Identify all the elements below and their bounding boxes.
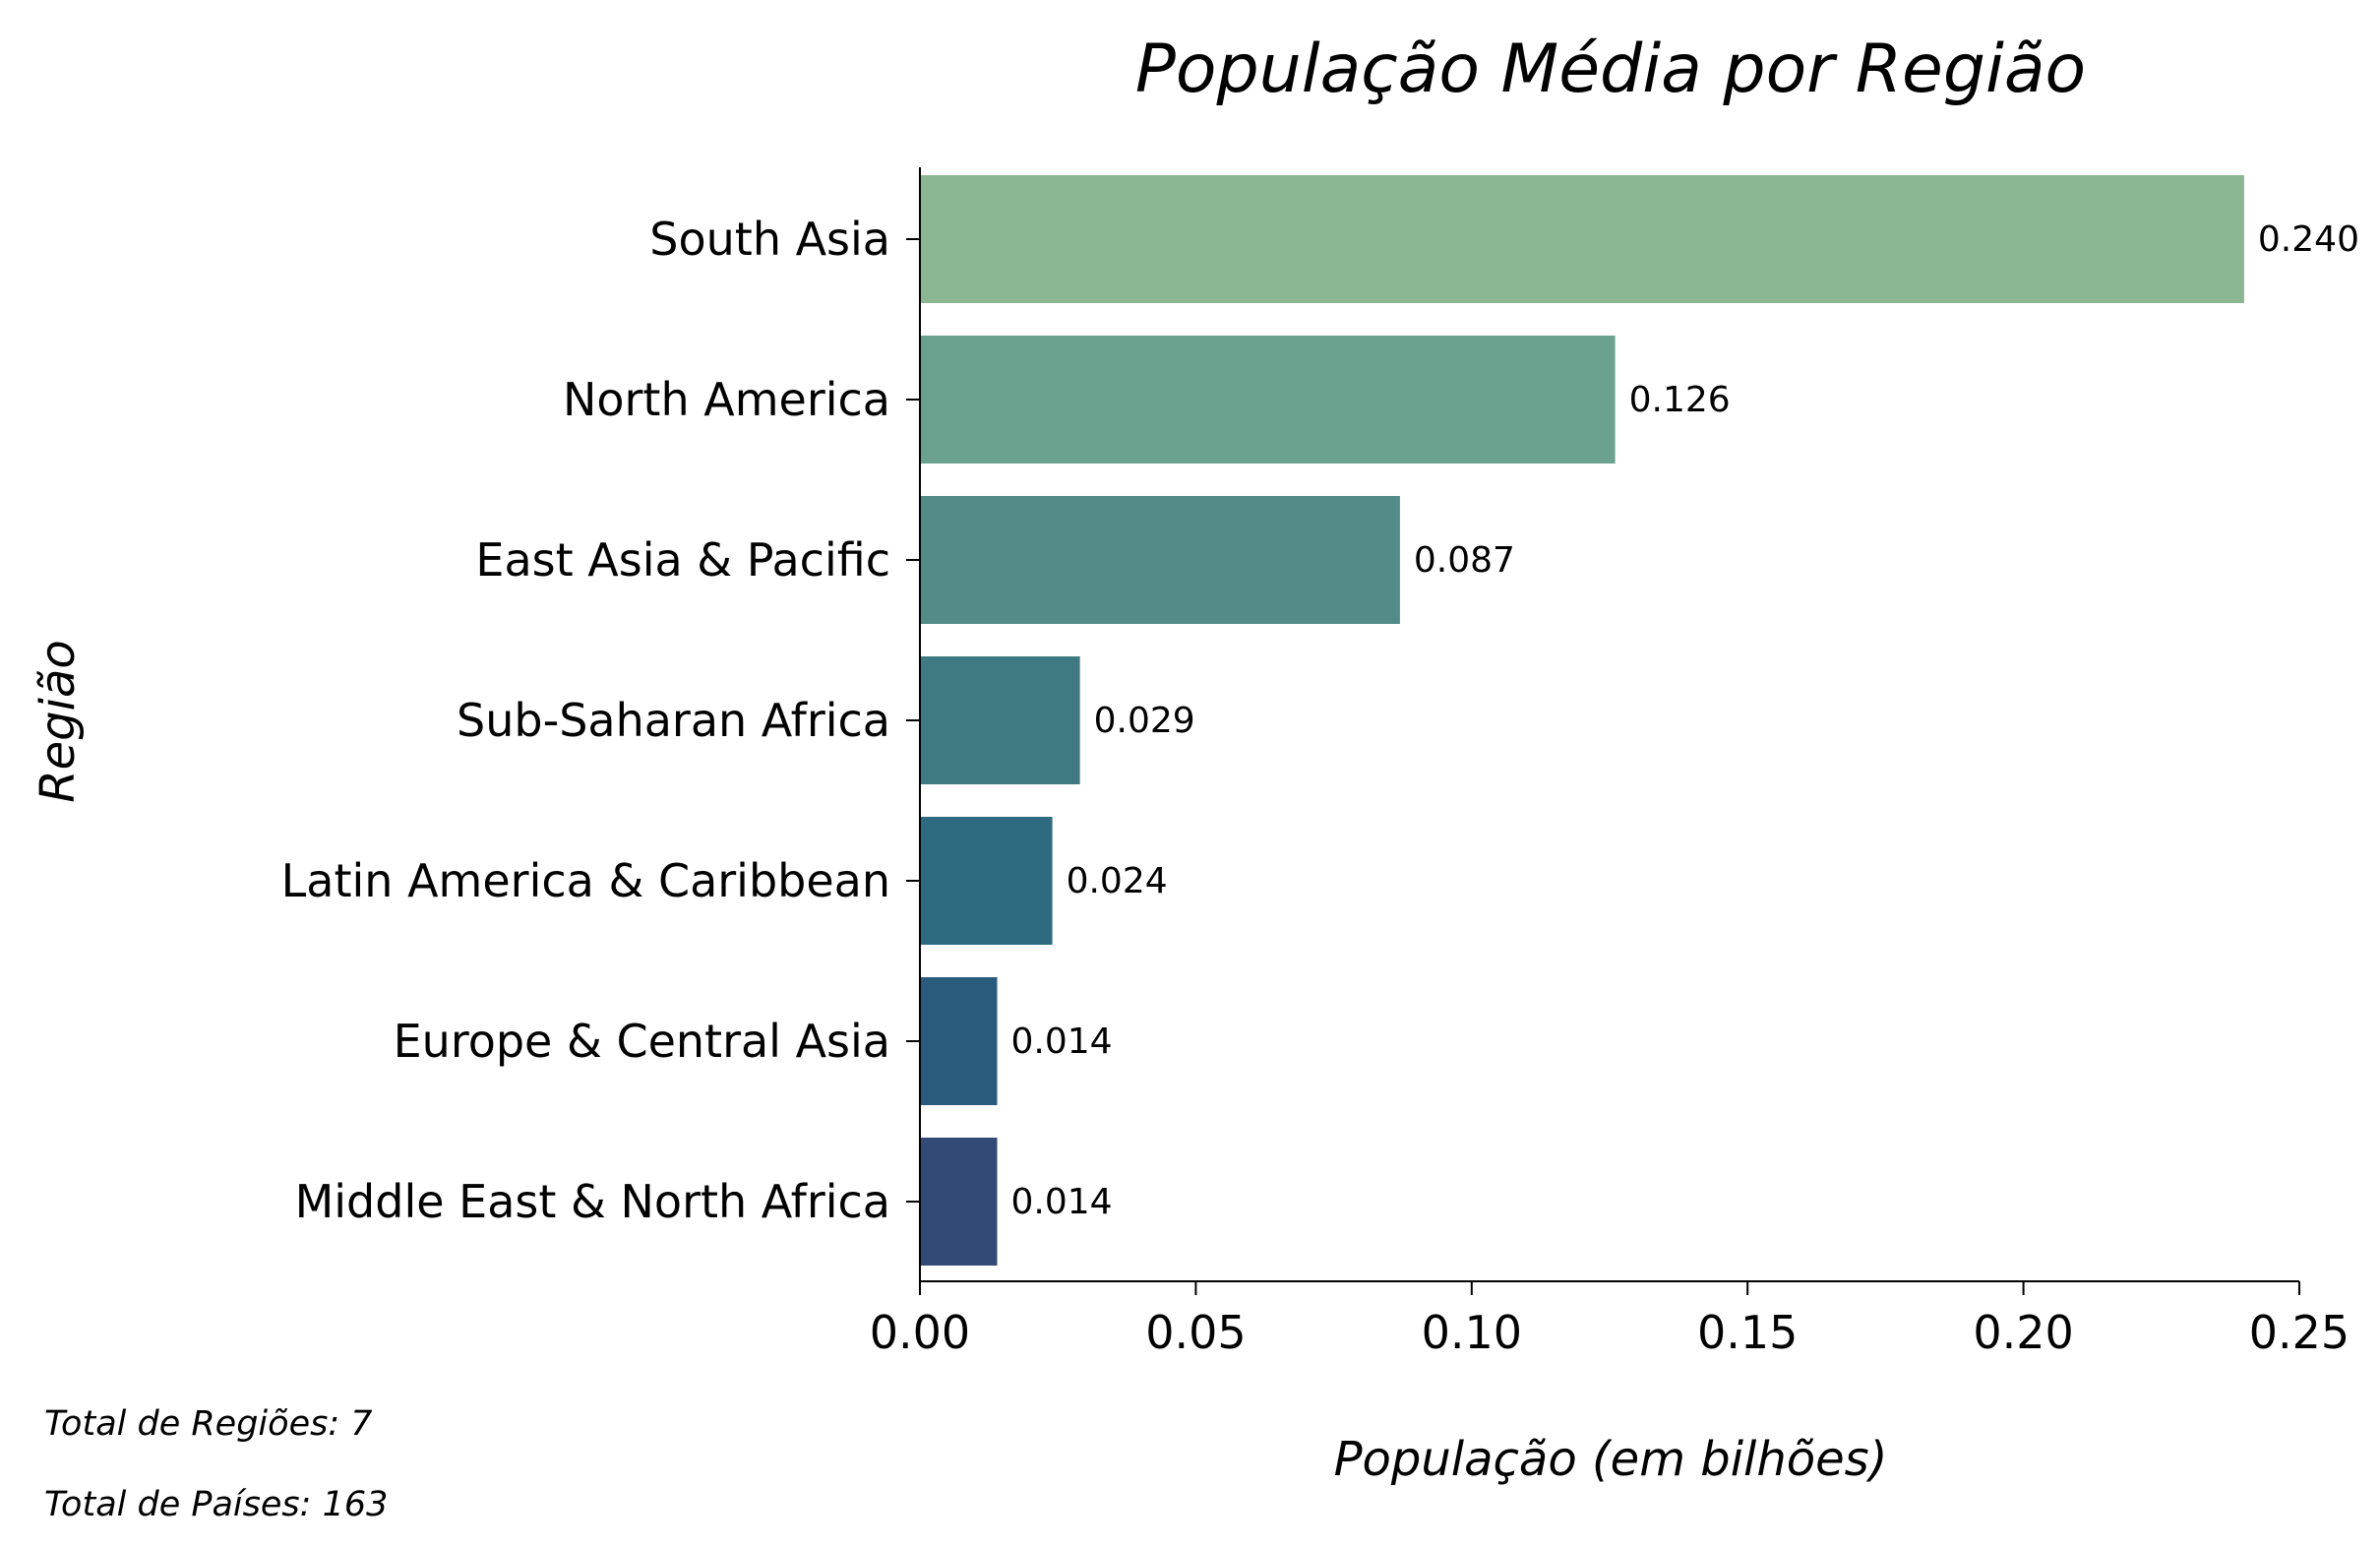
category-label: North America: [563, 373, 890, 426]
bars-group: 0.240 0.126 0.087 0.029 0.024 0.014 0.014: [920, 175, 2359, 1266]
bar: [920, 656, 1080, 784]
x-axis: 0.00 0.05 0.10 0.15 0.20 0.25: [870, 1280, 2349, 1359]
x-tick-label: 0.15: [1697, 1306, 1798, 1359]
category-labels: South Asia North America East Asia & Pacif…: [281, 167, 921, 1281]
category-label: East Asia & Pacific: [475, 533, 890, 587]
bar: [920, 336, 1616, 464]
data-label: 0.014: [1011, 1182, 1113, 1222]
data-label: 0.014: [1011, 1022, 1113, 1062]
x-tick-label: 0.20: [1973, 1306, 2073, 1359]
x-tick-label: 0.00: [870, 1306, 970, 1359]
category-label: South Asia: [649, 213, 890, 266]
data-label: 0.029: [1094, 701, 1195, 741]
x-tick-label: 0.10: [1422, 1306, 1522, 1359]
bar: [920, 496, 1400, 624]
total-regions-note: Total de Regiões: 7: [44, 1404, 373, 1444]
x-tick-label: 0.25: [2249, 1306, 2349, 1359]
bar: [920, 977, 998, 1105]
bar: [920, 1138, 998, 1266]
category-label: Latin America & Caribbean: [281, 854, 890, 907]
data-label: 0.087: [1414, 540, 1515, 581]
x-axis-label: População (em bilhões): [1334, 1432, 1888, 1487]
total-countries-note: Total de Países: 163: [44, 1485, 389, 1524]
category-label: Europe & Central Asia: [394, 1015, 890, 1068]
bar: [920, 817, 1053, 945]
bar: [920, 175, 2244, 303]
data-label: 0.126: [1629, 380, 1731, 420]
category-label: Sub-Saharan Africa: [457, 694, 890, 747]
chart-title: População Média por Região: [1135, 31, 2086, 108]
x-tick-label: 0.05: [1145, 1306, 1246, 1359]
data-label: 0.240: [2258, 219, 2359, 260]
data-label: 0.024: [1067, 861, 1168, 901]
category-label: Middle East & North Africa: [295, 1175, 890, 1228]
y-axis-label: Região: [31, 640, 86, 802]
